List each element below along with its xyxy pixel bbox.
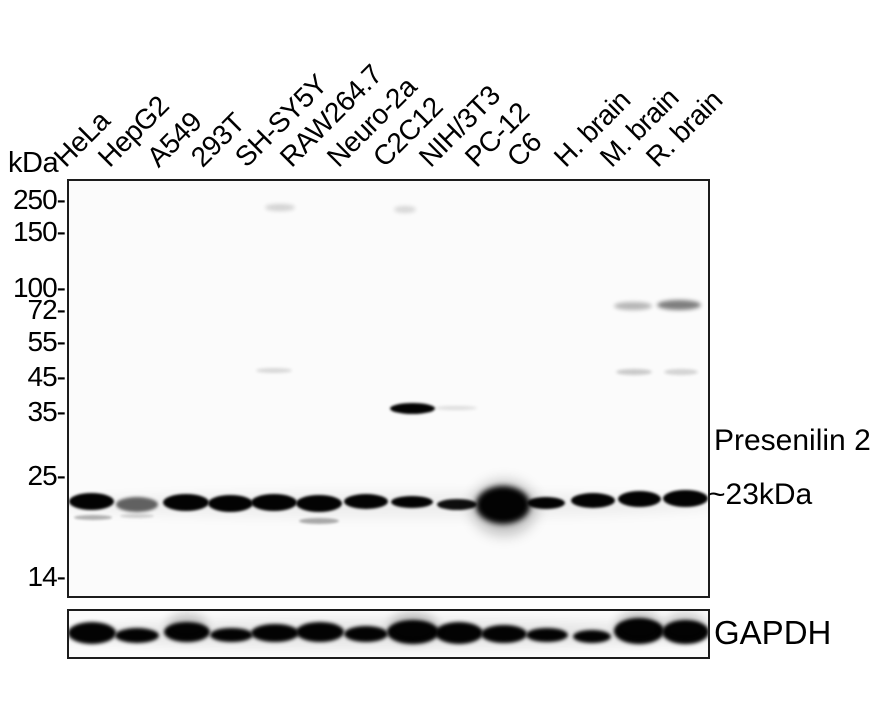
marker-100: 100- — [12, 272, 66, 303]
band-raw264-7-37kda — [296, 622, 344, 642]
band-m-brain-23kda — [617, 491, 661, 507]
band-sh-sy5y-37kda — [251, 624, 299, 642]
loading-control-label: GAPDH — [714, 614, 832, 651]
band-m-brain-78kda — [614, 302, 652, 310]
band-m-brain-48kda — [616, 369, 652, 375]
marker-250: 250- — [12, 184, 66, 215]
band-hela-21kda — [74, 514, 112, 520]
band-a549-37kda — [164, 622, 210, 642]
main-blot-panel — [67, 179, 710, 598]
band-hepg2-37kda — [115, 627, 159, 643]
band-r-brain-37kda — [663, 613, 707, 641]
band-neuro-2a-37kda — [344, 626, 388, 642]
band-a549-37kda — [167, 613, 207, 639]
band-293t-23kda — [207, 494, 253, 512]
band-c6-37kda — [526, 628, 568, 642]
marker-45: 45- — [27, 361, 66, 392]
band-hepg2-21kda — [120, 514, 154, 518]
marker-25: 25- — [27, 460, 66, 491]
target-protein-label: Presenilin 2 — [714, 424, 871, 457]
kda-unit-label: kDa — [8, 147, 59, 179]
band-raw264-7-23kda — [296, 494, 342, 512]
band-m-brain-37kda — [616, 611, 662, 641]
band-m-brain-37kda — [614, 618, 664, 644]
band-c6-23kda — [527, 497, 565, 509]
band-293t-37kda — [209, 628, 253, 642]
band-r-brain-37kda — [661, 620, 708, 644]
band-pc-12-23kda — [472, 481, 536, 535]
observed-mw-label: ~23kDa — [708, 478, 813, 511]
band-nih-3t3-36kda — [435, 406, 477, 410]
band-c2c12-36kda — [389, 402, 435, 414]
band-r-brain-78kda — [657, 300, 701, 310]
band-nih-3t3-23kda — [437, 498, 477, 510]
band-c2c12-23kda — [391, 496, 433, 508]
marker-14: 14- — [27, 561, 66, 592]
band-pc-12-37kda — [481, 625, 527, 643]
band-r-brain-23kda — [662, 489, 708, 507]
marker-72: 72- — [27, 294, 66, 325]
band-hela-23kda — [69, 492, 114, 510]
band-neuro-2a-23kda — [344, 493, 388, 509]
band-hela-37kda — [69, 622, 116, 644]
band-sh-sy5y-250kda — [265, 203, 295, 211]
band-hepg2-23kda — [116, 496, 158, 512]
band-raw264-7-21kda — [299, 518, 339, 524]
band-sh-sy5y-48kda — [256, 367, 292, 373]
band-a549-23kda — [163, 493, 209, 511]
band-c2c12-250kda — [394, 205, 416, 213]
marker-35: 35- — [27, 396, 66, 427]
marker-150: 150- — [12, 216, 66, 247]
band-h-brain-37kda — [573, 629, 611, 643]
gapdh-loading-control-panel — [67, 609, 710, 659]
band-pc-12-23kda — [476, 486, 530, 524]
band-c2c12-37kda — [387, 620, 439, 644]
band-r-brain-48kda — [664, 369, 698, 375]
band-c2c12-37kda — [389, 612, 437, 642]
band-h-brain-23kda — [571, 492, 615, 508]
marker-55: 55- — [27, 326, 66, 357]
band-sh-sy5y-23kda — [251, 493, 297, 511]
band-nih-3t3-37kda — [435, 622, 483, 644]
